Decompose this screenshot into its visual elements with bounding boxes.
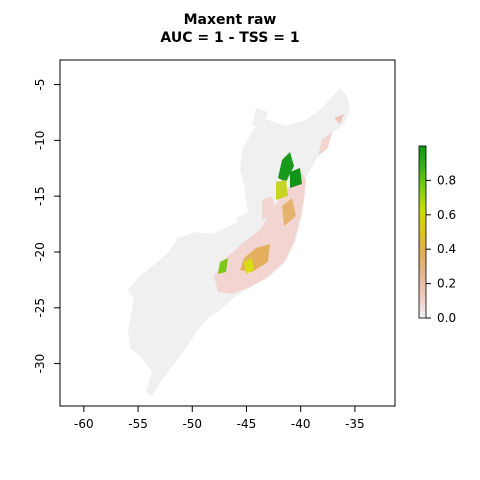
legend-tick-label: 0.6 bbox=[437, 208, 456, 222]
land-mass bbox=[128, 88, 350, 396]
legend-ticks: 0.0 0.2 0.4 0.6 0.8 bbox=[426, 173, 456, 325]
y-tick-label: -5 bbox=[33, 79, 47, 91]
x-axis: -60 -55 -50 -45 -40 -35 bbox=[74, 406, 365, 431]
land-fragment-west bbox=[176, 236, 212, 252]
legend-tick-label: 0.4 bbox=[437, 242, 456, 256]
y-tick-label: -20 bbox=[33, 242, 47, 262]
x-tick-label: -35 bbox=[345, 417, 365, 431]
low-suitability-area bbox=[214, 170, 306, 294]
high-suitability-core-north bbox=[278, 152, 294, 182]
y-tick-label: -15 bbox=[33, 186, 47, 206]
legend-tick-label: 0.8 bbox=[437, 173, 456, 187]
x-tick-label: -60 bbox=[74, 417, 94, 431]
land-fragment-north bbox=[252, 108, 268, 126]
land-fragment-inland bbox=[236, 212, 252, 228]
high-suitability-core-east bbox=[290, 168, 302, 188]
low-suitability-north bbox=[318, 132, 332, 156]
legend-colorbar bbox=[418, 145, 427, 319]
x-tick-label: -55 bbox=[128, 417, 148, 431]
low-suitability-coast bbox=[334, 114, 344, 124]
y-axis: -5 -10 -15 -20 -25 -30 bbox=[33, 79, 60, 374]
x-tick-label: -45 bbox=[237, 417, 257, 431]
map-subtitle: AUC = 1 - TSS = 1 bbox=[160, 30, 300, 46]
high-suitability-core-west bbox=[218, 258, 228, 274]
y-tick-label: -30 bbox=[33, 354, 47, 374]
legend-tick-label: 0.0 bbox=[437, 311, 456, 325]
suitability-region bbox=[214, 114, 344, 294]
high-suitability-fringe bbox=[276, 180, 288, 200]
legend: 0.0 0.2 0.4 0.6 0.8 bbox=[418, 145, 456, 325]
y-tick-label: -10 bbox=[33, 131, 47, 151]
mid-suitability-east bbox=[282, 198, 296, 226]
map-title: Maxent raw bbox=[183, 12, 277, 28]
background-region bbox=[128, 88, 350, 396]
land-fragment-coast bbox=[330, 92, 348, 112]
plot-frame bbox=[59, 59, 396, 407]
x-tick-label: -50 bbox=[182, 417, 202, 431]
x-tick-label: -40 bbox=[291, 417, 311, 431]
y-tick-label: -25 bbox=[33, 298, 47, 318]
low-suitability-strip bbox=[262, 196, 276, 220]
legend-tick-label: 0.2 bbox=[437, 277, 456, 291]
high-suitability-yellow bbox=[244, 258, 254, 274]
